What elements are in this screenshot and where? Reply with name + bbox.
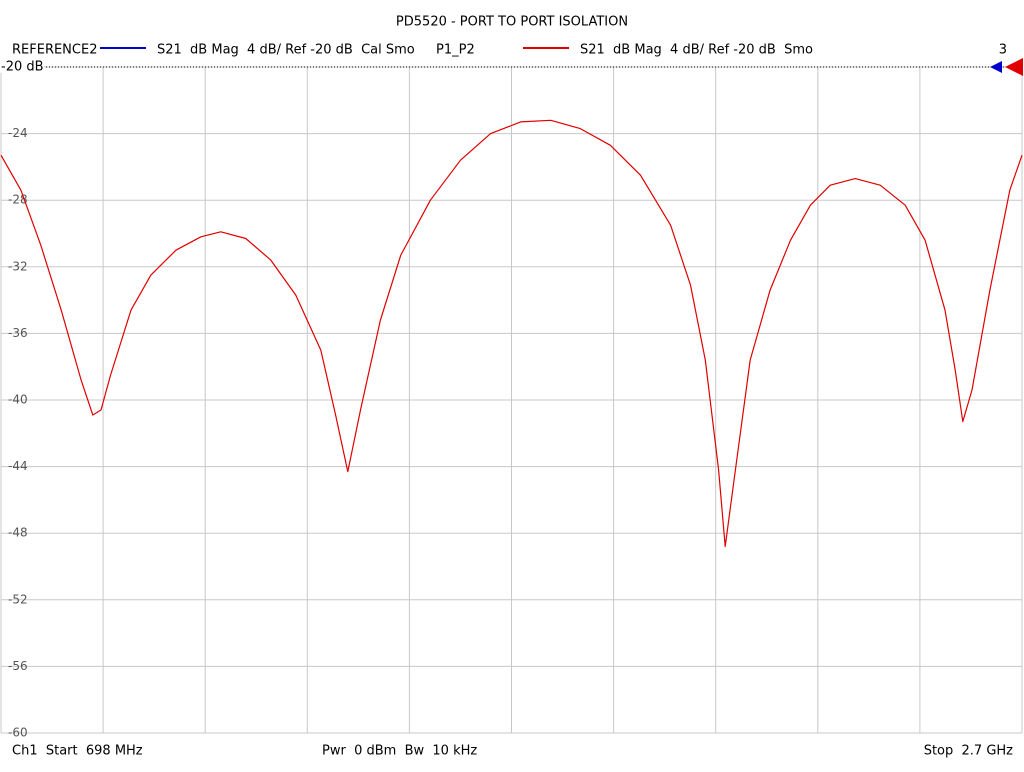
y-tick-label: -60 — [8, 726, 28, 740]
ref-marker — [1005, 58, 1023, 76]
ref-level-label: -20 dB — [1, 60, 44, 75]
footer-start: Ch1 Start 698 MHz — [12, 744, 143, 759]
trace — [0, 119, 1023, 548]
y-tick-label: -32 — [8, 259, 28, 273]
y-tick-label: -48 — [8, 526, 28, 540]
legend-description: S21 dB Mag 4 dB/ Ref -20 dB Smo — [580, 43, 813, 58]
ref-label-bg — [0, 59, 44, 73]
y-tick-label: -44 — [8, 459, 28, 473]
footer-middle: Pwr 0 dBm Bw 10 kHz — [322, 744, 477, 759]
y-tick-label: -36 — [8, 326, 28, 340]
y-tick-label: -40 — [8, 393, 28, 407]
legend-label: P1_P2 — [436, 43, 475, 58]
y-tick-label: -24 — [8, 126, 28, 140]
footer-stop: Stop 2.7 GHz — [924, 744, 1013, 759]
ref-marker — [990, 61, 1002, 73]
legend-description: S21 dB Mag 4 dB/ Ref -20 dB Cal Smo — [157, 43, 415, 58]
chart-title: PD5520 - PORT TO PORT ISOLATION — [396, 15, 628, 30]
corner-label: 3 — [999, 43, 1007, 58]
y-tick-label: -56 — [8, 659, 28, 673]
y-tick-label: -52 — [8, 592, 28, 606]
legend-label: REFERENCE2 — [12, 43, 97, 58]
